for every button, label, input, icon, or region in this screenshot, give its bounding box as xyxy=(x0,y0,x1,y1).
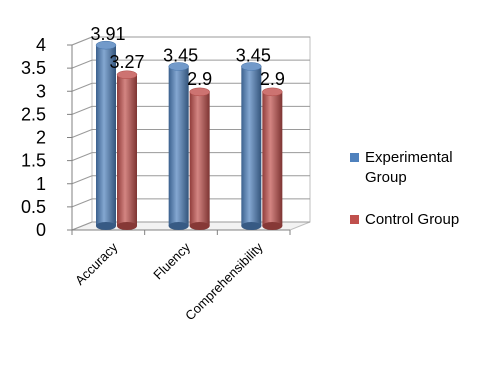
legend-label-experimental: Experimental Group xyxy=(365,149,453,186)
data-label: 3.91 xyxy=(90,24,125,44)
gridline-side xyxy=(71,82,93,92)
x-tick-label: Accuracy xyxy=(72,239,121,288)
bar-control-fluency: 2.9 xyxy=(187,69,212,230)
bar-top xyxy=(241,62,262,71)
legend-swatch-control xyxy=(350,215,359,224)
legend-item-experimental: Experimental Group xyxy=(350,148,482,188)
gridline-side xyxy=(71,129,93,138)
bar-base xyxy=(241,222,262,230)
data-label: 3.45 xyxy=(236,45,271,65)
bar-top xyxy=(95,40,117,50)
bar-experimental-accuracy: 3.91 xyxy=(90,24,126,230)
data-label: 2.9 xyxy=(187,69,212,89)
bar-top xyxy=(168,62,189,71)
bar-body xyxy=(189,91,210,226)
bar-body xyxy=(241,66,262,226)
bar-top xyxy=(189,87,210,97)
y-tick-label: 2.5 xyxy=(21,104,46,124)
data-label: 2.9 xyxy=(260,69,285,89)
bar-body xyxy=(96,45,116,226)
bar-top xyxy=(262,87,283,97)
bar-experimental-comprehensibility: 3.45 xyxy=(236,45,271,230)
bar-body xyxy=(262,91,283,226)
legend-item-control: Control Group xyxy=(350,210,482,230)
y-tick-label: 3.5 xyxy=(21,58,46,78)
x-tick-label: Comprehensibility xyxy=(182,239,266,323)
gridline-side xyxy=(71,175,93,185)
y-tick-label: 1 xyxy=(36,174,46,194)
y-tick-label: 3 xyxy=(36,81,46,101)
gridline-side xyxy=(71,36,93,46)
legend-swatch-experimental xyxy=(350,153,359,162)
bar-body xyxy=(168,66,189,226)
bar-control-comprehensibility: 2.9 xyxy=(260,69,285,230)
data-label: 3.27 xyxy=(109,52,144,72)
y-tick-label: 1.5 xyxy=(21,151,46,171)
y-tick-label: 2 xyxy=(36,128,46,148)
gridline-side xyxy=(71,152,93,162)
y-tick-label: 0 xyxy=(36,220,46,240)
gridline-side xyxy=(71,221,93,231)
legend-label-control: Control Group xyxy=(365,211,460,228)
bar-control-accuracy: 3.27 xyxy=(109,52,145,230)
gridline-side xyxy=(71,198,93,208)
bar-base xyxy=(96,222,116,230)
gridline-side xyxy=(71,59,93,69)
x-tick-label: Fluency xyxy=(150,239,193,282)
bar-top xyxy=(116,70,138,80)
data-label: 3.45 xyxy=(163,45,198,65)
bar-base xyxy=(262,222,283,230)
bar-base xyxy=(117,222,137,230)
legend: Experimental Group Control Group xyxy=(350,148,482,252)
bar-body xyxy=(117,74,137,226)
y-tick-label: 4 xyxy=(36,35,46,55)
bar-experimental-fluency: 3.45 xyxy=(163,45,198,230)
bar-base xyxy=(168,222,189,230)
y-tick-label: 0.5 xyxy=(21,197,46,217)
bar-base xyxy=(189,222,210,230)
gridline-side xyxy=(71,105,93,115)
